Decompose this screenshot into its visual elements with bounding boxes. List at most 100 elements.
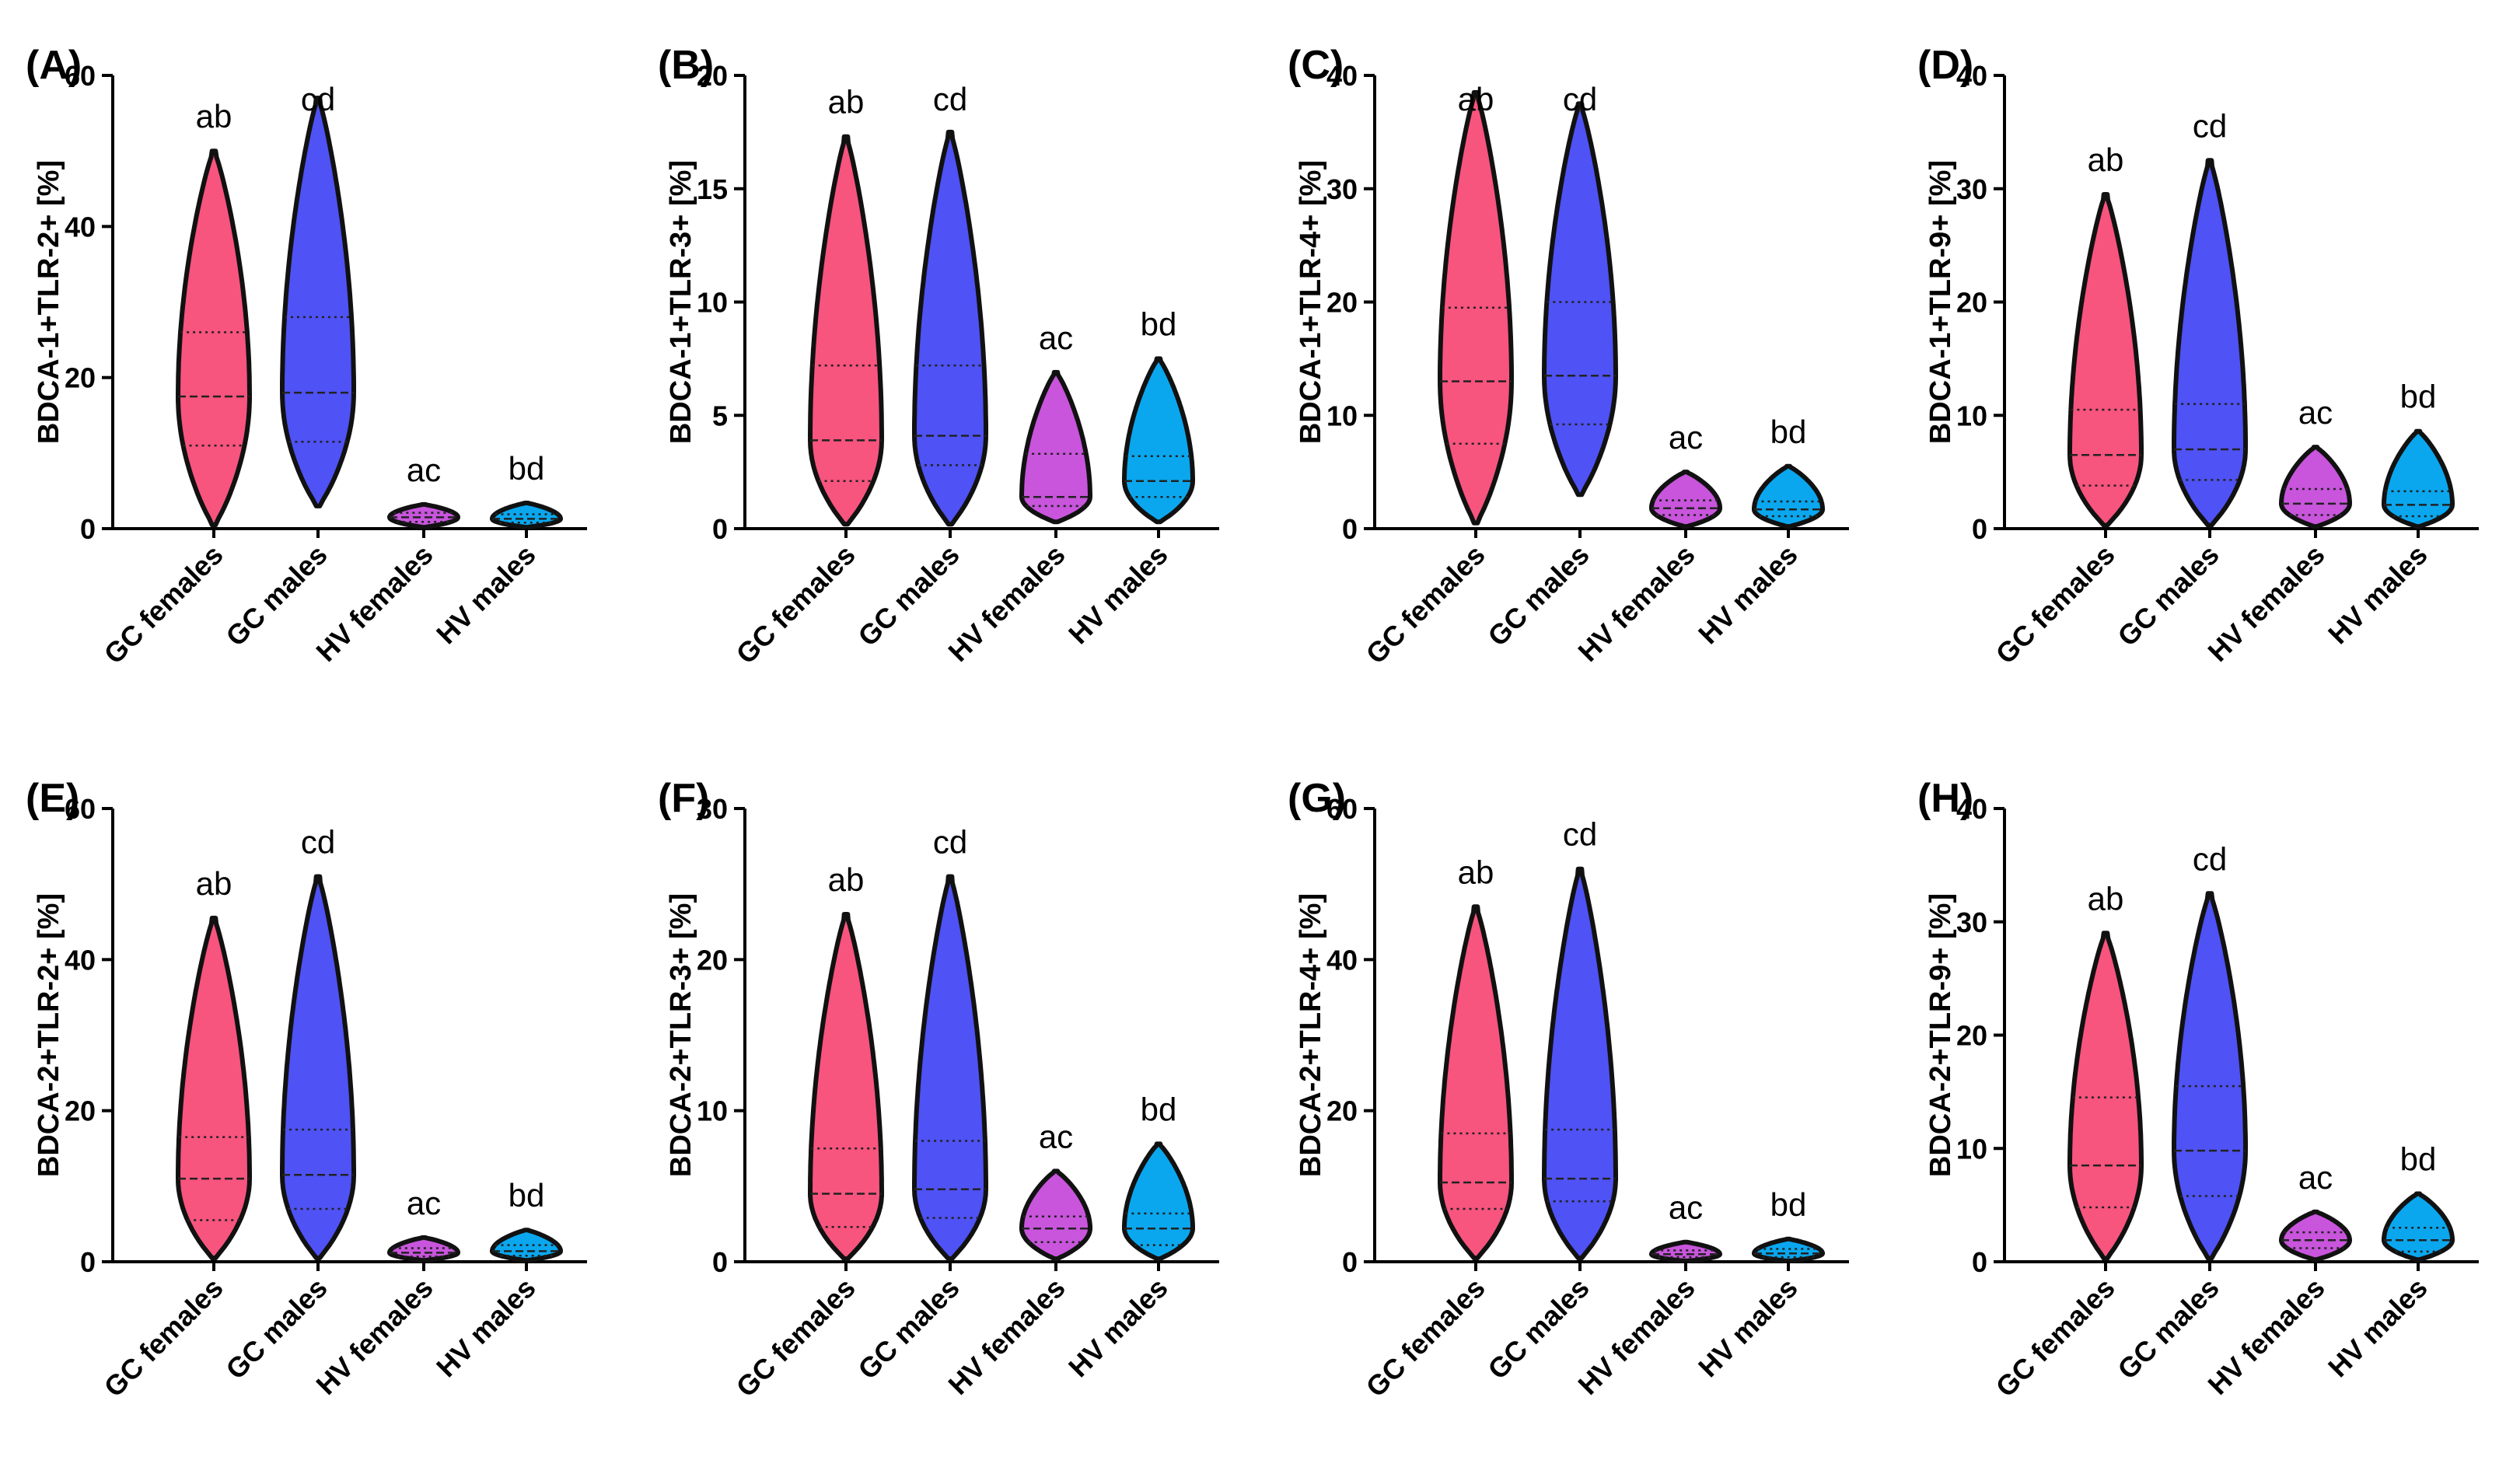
y-tick-label: 30 — [1326, 173, 1358, 205]
y-tick-label: 60 — [1326, 793, 1358, 825]
y-tick-label: 10 — [1956, 1133, 1987, 1165]
y-tick-label: 10 — [1326, 400, 1358, 431]
panel-label: (G) — [1288, 776, 1346, 821]
significance-letters: cd — [933, 81, 967, 117]
x-tick-label: GC females — [1990, 539, 2121, 670]
violin-gc-females — [176, 148, 252, 528]
violin-hv-females — [387, 501, 460, 530]
x-tick-label: GC females — [730, 539, 862, 670]
y-tick-label: 40 — [1326, 944, 1358, 976]
x-tick-label: HV males — [2322, 539, 2434, 651]
significance-letters: ab — [2088, 141, 2124, 178]
y-tick-label: 15 — [697, 173, 728, 205]
panel-label: (F) — [658, 776, 709, 821]
violin-gc-males — [280, 874, 356, 1261]
significance-letters: ab — [1458, 854, 1494, 890]
y-tick-label: 5 — [712, 400, 728, 431]
significance-letters: ab — [196, 865, 232, 902]
violin-gc-males — [912, 874, 988, 1262]
significance-letters: bd — [2400, 379, 2437, 415]
y-tick-label: 20 — [1956, 1020, 1987, 1052]
x-tick-label: GC females — [1360, 539, 1491, 670]
violin-hv-females — [1019, 369, 1092, 525]
significance-letters: ac — [1669, 1189, 1703, 1226]
violin-hv-males — [1122, 1141, 1195, 1262]
significance-letters: ac — [2298, 394, 2333, 431]
x-tick-label: GC females — [98, 1272, 229, 1403]
y-tick-label: 0 — [1342, 513, 1358, 545]
significance-letters: bd — [509, 1177, 545, 1214]
x-tick-label: GC males — [851, 539, 965, 652]
significance-letters: bd — [509, 450, 545, 487]
y-tick-label: 0 — [712, 1246, 728, 1278]
y-tick-label: 20 — [65, 1095, 96, 1127]
significance-letters: ab — [196, 98, 232, 134]
y-tick-label: 10 — [1956, 400, 1987, 431]
y-tick-label: 0 — [1972, 513, 1987, 545]
violin-gc-males — [912, 129, 988, 527]
significance-letters: ac — [407, 452, 441, 488]
violin-hv-females — [2279, 1209, 2352, 1263]
y-axis-label: BDCA-1+TLR-4+ [%] — [1295, 160, 1327, 444]
x-tick-label: HV males — [2322, 1272, 2434, 1384]
y-tick-label: 40 — [65, 944, 96, 976]
y-tick-label: 30 — [1956, 906, 1987, 938]
x-tick-label: HV males — [1692, 1272, 1804, 1384]
significance-letters: ac — [1669, 419, 1703, 456]
y-tick-label: 30 — [697, 793, 728, 825]
violin-gc-males — [2172, 891, 2248, 1261]
y-tick-label: 20 — [1956, 287, 1987, 319]
violin-gc-females — [1438, 89, 1514, 526]
panel-label: (D) — [1917, 43, 1973, 88]
y-tick-label: 20 — [1326, 1095, 1358, 1127]
significance-letters: cd — [301, 81, 335, 117]
x-tick-label: GC males — [219, 1272, 333, 1385]
y-axis-label: BDCA-2+TLR-2+ [%] — [33, 893, 65, 1177]
y-tick-label: 0 — [1342, 1246, 1358, 1278]
x-tick-label: GC males — [851, 1272, 965, 1385]
violin-gc-females — [176, 915, 252, 1261]
significance-letters: bd — [1141, 306, 1177, 342]
violin-gc-males — [280, 96, 356, 508]
panel-label: (C) — [1288, 43, 1344, 88]
x-tick-label: HV males — [430, 539, 542, 651]
y-axis-label: BDCA-1+TLR-3+ [%] — [665, 160, 697, 444]
x-tick-label: GC males — [2111, 539, 2225, 652]
chart-panel-h: (H) BDCA-2+TLR-9+ [%] 0 10 20 30 40 ab GC female… — [1917, 776, 2479, 1403]
significance-letters: cd — [1563, 816, 1597, 853]
violin-hv-females — [1019, 1168, 1092, 1262]
significance-letters: ac — [2298, 1159, 2333, 1196]
violin-gc-males — [2172, 158, 2248, 528]
significance-letters: bd — [2400, 1141, 2437, 1178]
y-tick-label: 60 — [65, 60, 96, 92]
chart-panel-d: (D) BDCA-1+TLR-9+ [%] 0 10 20 30 40 ab GC female… — [1917, 43, 2479, 670]
panel-label: (B) — [658, 43, 714, 88]
significance-letters: bd — [1141, 1091, 1177, 1127]
x-tick-label: HV males — [1062, 539, 1174, 651]
significance-letters: cd — [2193, 840, 2227, 877]
y-tick-label: 10 — [697, 287, 728, 319]
significance-letters: ac — [1039, 320, 1073, 356]
y-tick-label: 20 — [697, 944, 728, 976]
panel-label: (A) — [26, 43, 82, 88]
violin-hv-males — [1752, 463, 1825, 529]
chart-panel-f: (F) BDCA-2+TLR-3+ [%] 0 10 20 30 ab GC females c… — [658, 776, 1219, 1403]
x-tick-label: GC males — [1481, 1272, 1595, 1385]
y-tick-label: 10 — [697, 1095, 728, 1127]
significance-letters: ab — [828, 84, 865, 121]
significance-letters: cd — [301, 823, 335, 860]
y-tick-label: 40 — [1956, 793, 1987, 825]
y-tick-label: 0 — [712, 513, 728, 545]
significance-letters: ab — [2088, 880, 2124, 917]
violin-gc-females — [2067, 192, 2144, 528]
violin-gc-males — [1542, 101, 1618, 498]
violin-hv-males — [1122, 356, 1195, 525]
chart-panel-c: (C) BDCA-1+TLR-4+ [%] 0 10 20 30 40 ab GC female… — [1288, 43, 1849, 670]
chart-panel-a: (A) BDCA-1+TLR-2+ [%] 0 20 40 60 ab GC females c… — [26, 43, 587, 670]
y-axis-label: BDCA-1+TLR-2+ [%] — [33, 160, 65, 444]
significance-letters: cd — [2193, 107, 2227, 144]
y-axis-label: BDCA-2+TLR-9+ [%] — [1924, 893, 1957, 1177]
x-tick-label: GC females — [1990, 1272, 2121, 1403]
significance-letters: ac — [407, 1185, 441, 1221]
